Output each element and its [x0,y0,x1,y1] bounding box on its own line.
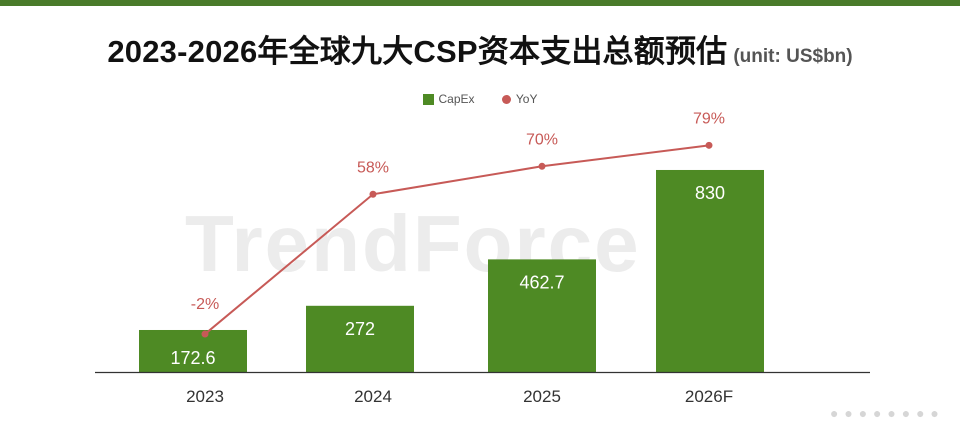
bar-2026F [656,169,764,372]
carousel-dots: ● ● ● ● ● ● ● ● [830,405,940,421]
chart-legend: CapEx YoY [0,91,960,106]
legend-label-yoy: YoY [515,91,538,106]
legend-label-capex: CapEx [438,91,475,106]
yoy-point [538,162,546,170]
bar-value-label: 462.7 [519,272,564,292]
legend-item-capex: CapEx [422,91,475,106]
yoy-line [204,144,710,335]
bar-2025 [488,259,596,372]
yoy-label: 58% [357,159,389,176]
legend-swatch-capex [422,94,434,106]
bar-value-label: 172.6 [170,348,215,368]
top-accent-bar [0,0,960,6]
x-tick-label: 2023 [186,387,224,406]
x-tick-label: 2026F [685,387,733,406]
yoy-label: 70% [526,131,558,148]
chart-title: 2023-2026年全球九大CSP资本支出总额预估 [107,34,728,69]
legend-swatch-yoy [501,95,511,105]
yoy-point [369,190,377,198]
bar-2024 [306,305,414,372]
yoy-label: 79% [693,110,725,127]
title-row: 2023-2026年全球九大CSP资本支出总额预估 (unit: US$bn) [0,26,960,71]
yoy-point [705,141,713,149]
yoy-point [201,330,209,338]
x-tick-label: 2025 [523,387,561,406]
bar-value-label: 272 [345,319,375,339]
bar-value-label: 830 [695,183,725,203]
legend-item-yoy: YoY [501,91,538,106]
chart-unit: (unit: US$bn) [733,46,853,67]
bar-2023 [139,329,247,372]
x-tick-label: 2024 [354,387,392,406]
yoy-label: -2% [191,296,219,313]
